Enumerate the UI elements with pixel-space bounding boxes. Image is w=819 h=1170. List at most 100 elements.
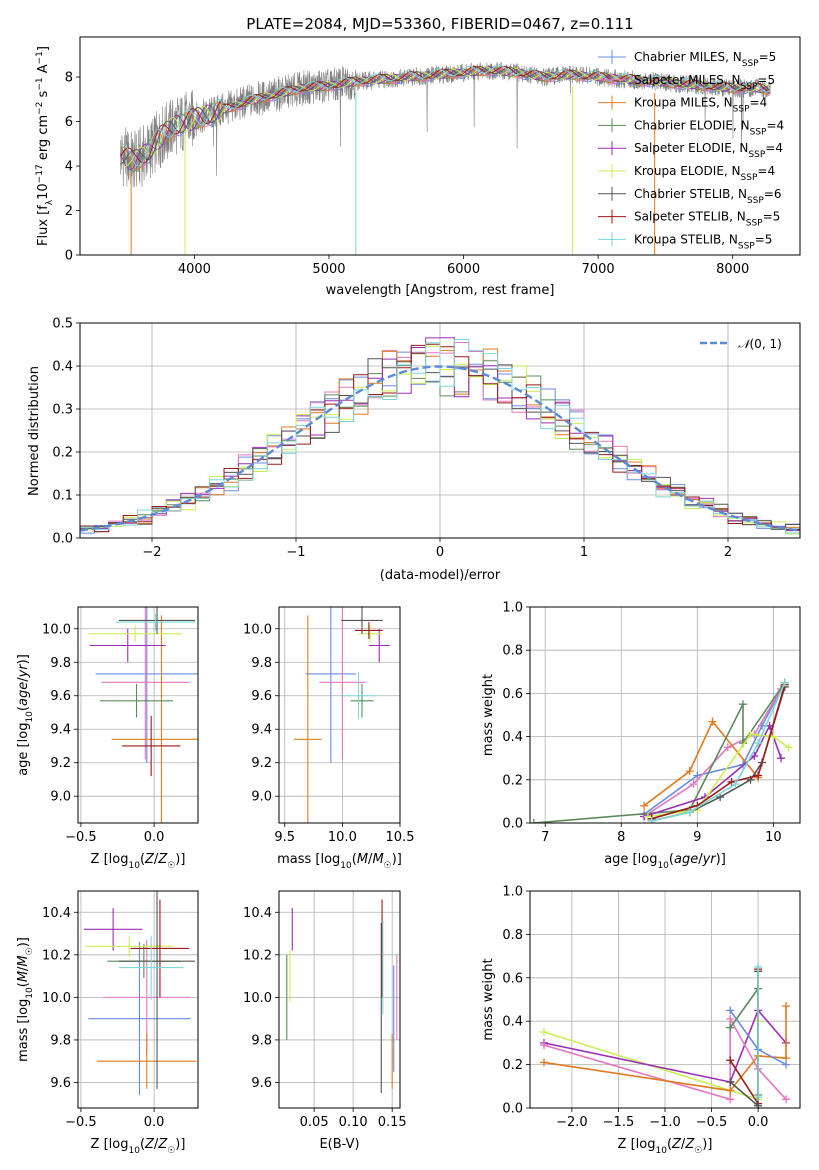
weight-point <box>746 730 755 739</box>
gaussian-curve <box>80 365 800 532</box>
tick-label-x: −2 <box>142 545 161 560</box>
label-part: 10 <box>128 1146 140 1156</box>
label-part: 10 <box>340 861 352 871</box>
label-part: SSP <box>748 150 765 160</box>
x-axis-label: age [log10(age/yr)] <box>604 852 726 871</box>
label-part: Z <box>157 1137 168 1152</box>
axes-frame <box>529 606 801 824</box>
label-part: / <box>16 966 31 971</box>
axes-frame <box>529 890 801 1109</box>
tick-label-x: 10 <box>765 830 782 845</box>
model-spectrum <box>119 66 770 170</box>
label-part: mass [log <box>16 999 31 1062</box>
y-axis-label: Flux [fλ10−17 erg cm−2 s−1 A−1] <box>35 46 55 246</box>
label-part: Salpeter MILES, N <box>634 73 741 87</box>
tick-label-y: 0.0 <box>502 1102 523 1117</box>
tick-label-x: 0.0 <box>144 1115 165 1130</box>
weight-point <box>539 1041 548 1050</box>
label-part: )] <box>702 1137 712 1152</box>
tick-label-x: 8 <box>617 830 625 845</box>
tick-label-y: 0.4 <box>502 1015 523 1030</box>
tick-label-x: 0.0 <box>144 830 165 845</box>
label-part: age [log <box>16 723 31 776</box>
tick-label-y: 0 <box>65 249 73 264</box>
tick-label-x: −0.5 <box>696 1115 728 1130</box>
label-part: ( <box>669 852 674 867</box>
tick-label-x: −1.5 <box>603 1115 635 1130</box>
tick-label-x: −0.5 <box>65 830 97 845</box>
label-part: s <box>36 90 51 101</box>
label-part: 10 <box>657 861 669 871</box>
label-part: 10 <box>25 987 35 999</box>
label-part: SSP <box>738 241 755 251</box>
x-axis-label: mass [log10(M/M☉)] <box>277 852 402 871</box>
tick-label-x: 0.10 <box>339 1115 368 1130</box>
weight-point <box>754 771 763 780</box>
tick-label-x: −2.0 <box>556 1115 588 1130</box>
legend-entry: Kroupa STELIB, NSSP=5 <box>634 232 772 251</box>
label-part: Z [log <box>91 852 129 867</box>
weight-point <box>685 767 694 776</box>
tick-label-y: 9.8 <box>50 1033 71 1048</box>
label-part: 10 <box>36 183 51 200</box>
label-part: =4 <box>750 96 768 110</box>
plot-area <box>88 607 198 823</box>
tick-label-y: 0.6 <box>502 971 523 986</box>
label-part: Z <box>157 852 168 867</box>
label-part: −2 <box>35 102 45 115</box>
weight-point <box>723 743 732 752</box>
y-axis-label: Normed distribution <box>27 366 42 496</box>
label-part: =5 <box>759 50 777 64</box>
weight-point <box>726 1006 735 1015</box>
label-part: =5 <box>757 73 775 87</box>
axes-frame <box>77 890 199 1109</box>
weight-point <box>689 780 698 789</box>
label-part: Chabrier MILES, N <box>634 50 742 64</box>
tick-label-y: 9.2 <box>50 756 71 771</box>
weight-point <box>780 678 789 687</box>
label-part: =5 <box>763 210 781 224</box>
label-part: / <box>154 1137 159 1152</box>
label-part: Z <box>144 852 155 867</box>
label-part: Flux [f <box>36 205 51 246</box>
plot-area <box>530 678 793 823</box>
tick-label-y: 9.4 <box>50 723 71 738</box>
weight-point <box>539 1028 548 1037</box>
weight-point <box>782 1002 791 1011</box>
label-part: λ <box>45 199 55 205</box>
axes-mass_vs_Z: −0.5 0.09.69.810.010.210.4Z [log10(Z/Z☉)]… <box>16 890 199 1156</box>
axes-spectrum: 4000 5000 6000 7000 8000 0 2 4 6 8 Chabrier MILES,… <box>35 36 801 298</box>
tick-label-y: 0.2 <box>502 1058 523 1073</box>
tick-label-x: 0.15 <box>378 1115 407 1130</box>
label-part: Kroupa ELODIE, N <box>634 164 741 178</box>
weight-point <box>782 1060 791 1069</box>
label-part: ( <box>352 852 357 867</box>
label-part: M <box>16 971 31 982</box>
model-spectrum <box>120 65 770 167</box>
label-part: Z [log <box>91 1137 129 1152</box>
tick-label-y: 10.0 <box>42 622 71 637</box>
label-part: SSP <box>750 127 767 137</box>
tick-label-y: 0.6 <box>502 687 523 702</box>
label-part: SSP <box>741 173 758 183</box>
label-part: erg cm <box>36 115 51 164</box>
label-part: Z <box>684 1137 695 1152</box>
label-part: / <box>16 677 31 682</box>
chart-title: PLATE=2084, MJD=53360, FIBERID=0467, z=0… <box>246 15 633 33</box>
label-part: 10 <box>25 711 35 723</box>
label-part: Salpeter STELIB, N <box>634 210 746 224</box>
tick-label-y: 2 <box>65 204 73 219</box>
tick-label-y: 4 <box>65 160 73 175</box>
weight-point <box>640 801 649 810</box>
legend-entry: 𝒩(0, 1) <box>738 337 782 351</box>
tick-label-x: 10.5 <box>386 830 415 845</box>
histogram-series <box>80 339 800 534</box>
x-axis-label: Z [log10(Z/Z☉)] <box>91 1137 186 1156</box>
axes-mass_vs_ebv: 0.05 0.10 0.15 9.6 9.8 10.0 10.2 10.4 E(B-V) <box>243 890 407 1152</box>
tick-label-y: 0.5 <box>52 317 73 332</box>
weight-point <box>726 1095 735 1104</box>
label-part: =5 <box>755 232 773 246</box>
model-spectrum <box>120 66 770 167</box>
label-part: ☉ <box>25 947 35 955</box>
